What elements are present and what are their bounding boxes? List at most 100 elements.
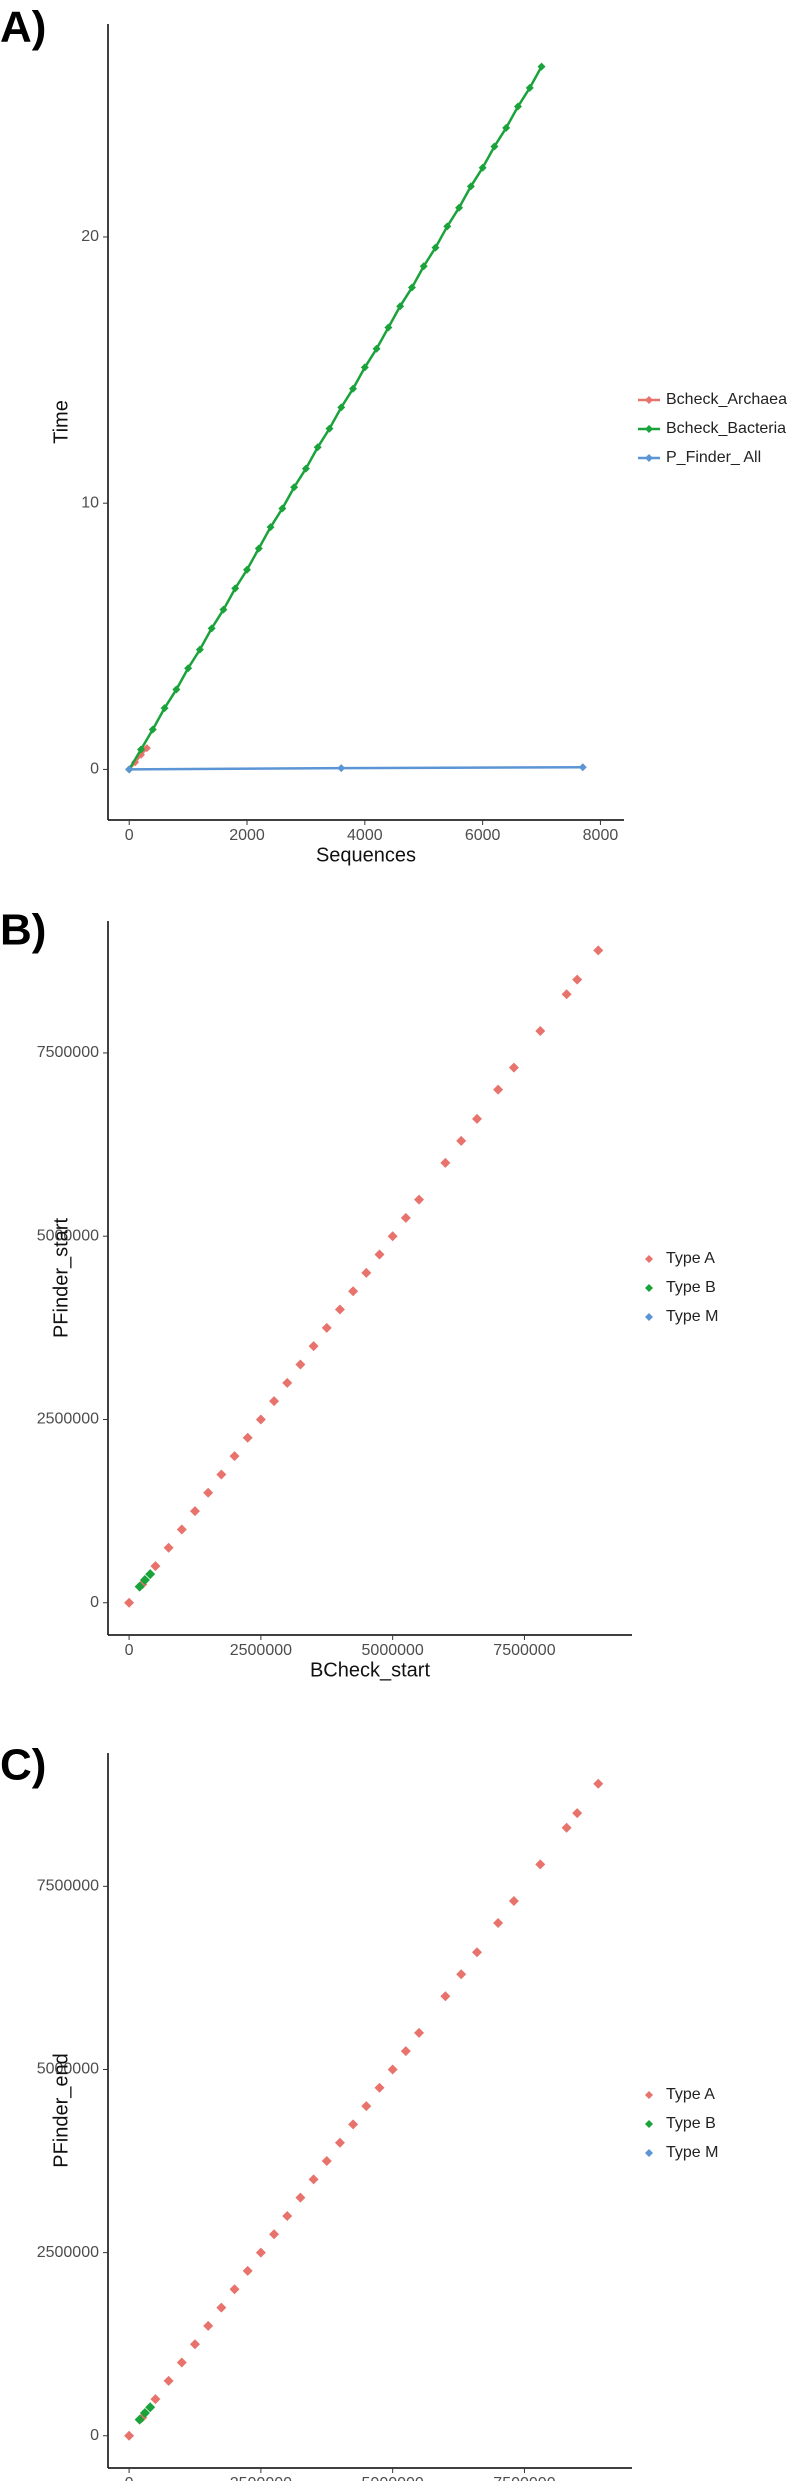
legend-marker xyxy=(645,2149,653,2157)
point xyxy=(361,1267,372,1278)
point xyxy=(189,2339,200,2350)
y-tick-label: 2500000 xyxy=(37,1411,99,1428)
point xyxy=(124,1597,135,1608)
point xyxy=(203,2320,214,2331)
point xyxy=(124,2430,135,2441)
marker xyxy=(431,243,440,252)
point xyxy=(145,1569,156,1580)
legend-marker xyxy=(645,425,653,433)
marker xyxy=(407,283,416,292)
legend-label: Type M xyxy=(666,1308,718,1325)
point xyxy=(242,1432,253,1443)
x-tick-label: 8000 xyxy=(583,827,619,844)
point xyxy=(321,1322,332,1333)
marker xyxy=(195,645,204,654)
point xyxy=(440,1157,451,1168)
y-tick-label: 7500000 xyxy=(37,1878,99,1895)
y-tick-label: 0 xyxy=(90,1594,99,1611)
marker xyxy=(419,262,428,271)
marker xyxy=(207,624,216,633)
point xyxy=(593,945,604,956)
x-tick-label: 0 xyxy=(125,2475,134,2481)
marker xyxy=(301,464,310,473)
point xyxy=(163,2375,174,2386)
marker xyxy=(325,424,334,433)
legend-marker xyxy=(645,1284,653,1292)
point xyxy=(308,2174,319,2185)
marker xyxy=(466,182,475,191)
legend-label: Bcheck_Archaea xyxy=(666,391,787,408)
legend-label: P_Finder_ All xyxy=(666,449,761,466)
y-tick-label: 5000000 xyxy=(37,1227,99,1244)
point xyxy=(139,2408,150,2419)
panel-label: C) xyxy=(0,1741,46,1790)
x-tick-label: 2000 xyxy=(229,827,265,844)
marker xyxy=(537,62,546,71)
y-tick-label: 5000000 xyxy=(37,2061,99,2078)
point xyxy=(229,2284,240,2295)
marker xyxy=(490,142,499,151)
point xyxy=(176,1524,187,1535)
legend-label: Type B xyxy=(666,1279,716,1296)
point xyxy=(440,1991,451,2002)
marker xyxy=(172,685,181,694)
x-tick-label: 2500000 xyxy=(230,1642,292,1659)
point xyxy=(150,1561,161,1572)
marker xyxy=(184,664,193,673)
legend-marker xyxy=(645,2091,653,2099)
legend-marker xyxy=(645,1313,653,1321)
x-axis-title: Sequences xyxy=(316,844,416,866)
marker xyxy=(396,302,405,311)
point xyxy=(229,1451,240,1462)
marker xyxy=(360,363,369,372)
y-tick-label: 0 xyxy=(90,761,99,778)
y-tick-label: 10 xyxy=(81,494,99,511)
point xyxy=(572,974,583,985)
marker xyxy=(254,544,263,553)
point xyxy=(216,2302,227,2313)
point xyxy=(456,1969,467,1980)
point xyxy=(255,1414,266,1425)
x-tick-label: 5000000 xyxy=(362,2475,424,2481)
x-tick-label: 6000 xyxy=(465,827,501,844)
point xyxy=(572,1808,583,1819)
point xyxy=(269,2229,280,2240)
x-tick-label: 4000 xyxy=(347,827,383,844)
point xyxy=(387,1231,398,1242)
point xyxy=(134,1581,145,1592)
point xyxy=(282,1377,293,1388)
marker xyxy=(160,704,169,713)
point xyxy=(374,2082,385,2093)
marker xyxy=(455,203,464,212)
point xyxy=(508,1062,519,1073)
point xyxy=(493,1084,504,1095)
point xyxy=(269,1396,280,1407)
point xyxy=(414,1194,425,1205)
panel-label: A) xyxy=(0,3,46,52)
point xyxy=(295,1359,306,1370)
marker xyxy=(231,584,240,593)
point xyxy=(139,1575,150,1586)
marker xyxy=(478,163,487,172)
point xyxy=(150,2394,161,2405)
legend-label: Type A xyxy=(666,1250,715,1267)
point xyxy=(414,2027,425,2038)
x-tick-label: 7500000 xyxy=(493,1642,555,1659)
marker xyxy=(290,483,299,492)
marker xyxy=(337,764,346,773)
y-tick-label: 0 xyxy=(90,2427,99,2444)
marker xyxy=(278,504,287,513)
point xyxy=(593,1778,604,1789)
marker xyxy=(219,605,228,614)
legend-label: Type B xyxy=(666,2115,716,2132)
point xyxy=(145,2402,156,2413)
legend-label: Type M xyxy=(666,2144,718,2161)
marker xyxy=(525,83,534,92)
legend-label: Type A xyxy=(666,2086,715,2103)
point xyxy=(189,1506,200,1517)
marker xyxy=(384,323,393,332)
x-axis-title: BCheck_start xyxy=(310,1659,430,1681)
marker xyxy=(243,565,252,574)
point xyxy=(561,989,572,1000)
